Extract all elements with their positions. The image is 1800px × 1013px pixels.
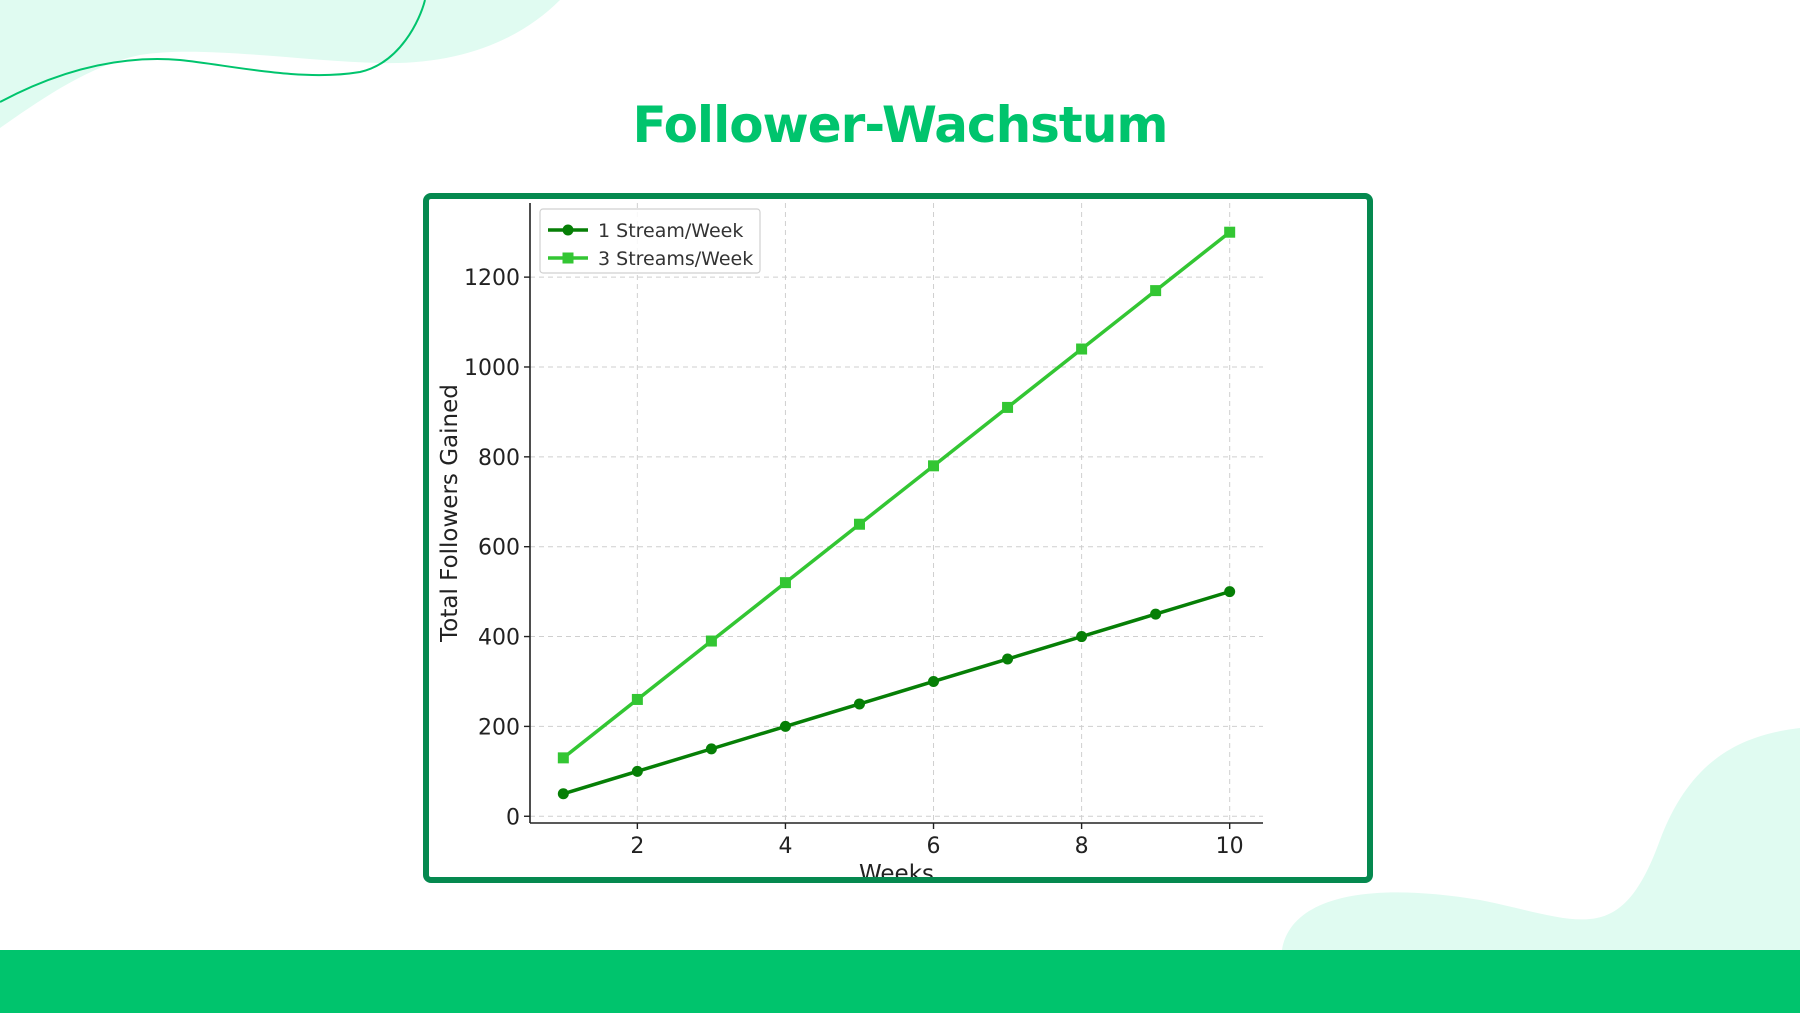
data-point <box>1076 343 1088 355</box>
y-tick-label: 0 <box>506 805 520 830</box>
data-point <box>631 765 643 777</box>
data-point <box>1076 631 1088 643</box>
data-point <box>557 752 569 764</box>
x-tick-label: 10 <box>1216 834 1244 859</box>
legend-label: 1 Stream/Week <box>598 220 743 242</box>
top-left-blob <box>0 0 560 128</box>
data-point <box>779 720 791 732</box>
series-2 <box>557 226 1236 764</box>
tick-labels: 2 4 6 8 10 0 200 400 600 800 1000 1200 <box>464 266 1244 859</box>
x-axis-label: Weeks <box>859 861 934 877</box>
y-axis-label: Total Followers Gained <box>437 384 463 643</box>
legend-marker <box>562 252 574 264</box>
data-point <box>557 788 569 800</box>
y-tick-label: 600 <box>478 536 520 561</box>
series <box>557 226 1236 800</box>
legend: 1 Stream/Week 3 Streams/Week <box>539 208 761 274</box>
legend-marker <box>562 224 574 236</box>
data-point <box>1224 586 1236 598</box>
page-title: Follower-Wachstum <box>632 96 1168 154</box>
data-point <box>1002 653 1014 665</box>
data-point <box>1224 226 1236 238</box>
line-chart: 2 4 6 8 10 0 200 400 600 800 1000 1200 Weeks Total … <box>437 203 1263 877</box>
data-point <box>631 693 643 705</box>
data-point <box>1150 608 1162 620</box>
data-point <box>705 635 717 647</box>
footer-bar <box>0 950 1800 1013</box>
data-point <box>928 675 940 687</box>
data-point <box>705 743 717 755</box>
y-tick-label: 400 <box>478 626 520 651</box>
legend-box <box>539 208 761 274</box>
grid <box>530 203 1263 823</box>
series-line <box>562 230 1231 760</box>
x-tick-label: 4 <box>778 834 792 859</box>
legend-label: 3 Streams/Week <box>598 248 753 270</box>
series-1 <box>557 586 1236 800</box>
y-tick-label: 1200 <box>464 266 520 291</box>
data-point <box>928 460 940 472</box>
y-tick-label: 200 <box>478 715 520 740</box>
axes <box>524 203 1263 829</box>
y-tick-label: 800 <box>478 446 520 471</box>
data-point <box>1150 285 1162 297</box>
bottom-right-blob <box>1282 728 1800 950</box>
x-tick-label: 2 <box>630 834 644 859</box>
x-tick-label: 6 <box>927 834 941 859</box>
x-tick-label: 8 <box>1075 834 1089 859</box>
data-point <box>779 577 791 589</box>
data-point <box>853 698 865 710</box>
top-left-curve <box>0 0 426 103</box>
chart-frame: 2 4 6 8 10 0 200 400 600 800 1000 1200 Weeks Total … <box>423 193 1373 883</box>
data-point <box>853 518 865 530</box>
series-line <box>562 589 1231 796</box>
data-point <box>1002 401 1014 413</box>
y-tick-label: 1000 <box>464 356 520 381</box>
